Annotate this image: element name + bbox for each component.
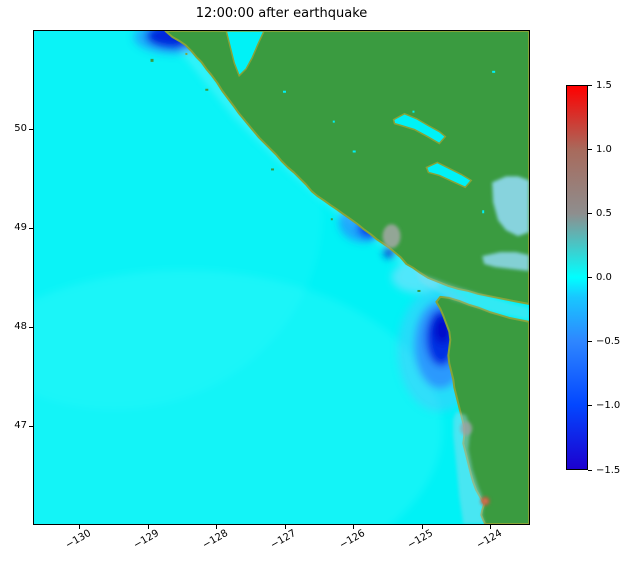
y-tick-label: 48	[14, 321, 27, 332]
colorbar-tick-mark	[588, 148, 592, 150]
y-tick-mark	[29, 425, 33, 427]
x-tick-label: −126	[337, 527, 367, 552]
right-edge-shallow	[492, 176, 529, 237]
x-tick-label: −130	[63, 527, 93, 552]
juan-de-fuca-tint	[414, 271, 529, 320]
colorbar-tick-label: 1.5	[596, 79, 612, 91]
colorbar-tick-mark	[588, 405, 592, 407]
map-canvas	[34, 31, 529, 524]
gray-spot-alberni	[382, 224, 401, 249]
x-tick-label: −124	[474, 527, 504, 552]
y-tick-label: 47	[14, 420, 27, 431]
x-tick-label: −128	[200, 527, 230, 552]
coast-speckles	[150, 52, 496, 292]
gray-spot-washington	[460, 421, 473, 436]
y-tick-mark	[29, 326, 33, 328]
plot-title: 12:00:00 after earthquake	[195, 6, 368, 21]
colorbar-tick-mark	[588, 212, 592, 214]
y-tick-label: 50	[14, 123, 27, 134]
y-tick-label: 49	[14, 222, 27, 233]
x-tick-mark	[490, 525, 492, 529]
shallow-waters	[414, 176, 529, 524]
top-coast-notch	[225, 31, 265, 78]
x-tick-mark	[216, 525, 218, 529]
y-tick-mark	[29, 227, 33, 229]
colorbar-tick-mark	[588, 341, 592, 343]
coastal-spots	[382, 224, 490, 506]
x-tick-mark	[284, 525, 286, 529]
colorbar-tick-label: −1.5	[596, 464, 621, 476]
x-tick-mark	[79, 525, 81, 529]
y-tick-mark	[29, 128, 33, 130]
colorbar-tick-label: 0.0	[596, 272, 612, 283]
colorbar-tick-mark	[588, 277, 592, 278]
x-tick-mark	[147, 525, 149, 529]
colorbar-tick-mark	[588, 469, 592, 471]
plot-area	[33, 30, 530, 525]
colorbar	[566, 85, 588, 470]
colorbar-tick-label: −1.0	[596, 400, 621, 412]
colorbar-tick-label: 1.0	[596, 143, 612, 155]
inland-waters	[225, 31, 473, 189]
island-lake-upper	[392, 112, 447, 145]
x-tick-mark	[421, 525, 423, 529]
x-tick-label: −125	[406, 527, 436, 552]
georgia-strait-band	[482, 252, 529, 272]
colorbar-tick-label: 0.5	[596, 207, 612, 219]
island-lake-lower	[425, 161, 473, 189]
x-tick-label: −127	[268, 527, 299, 552]
colorbar-tick-mark	[588, 84, 592, 86]
x-tick-mark	[353, 525, 355, 529]
x-tick-label: −129	[131, 527, 162, 552]
colorbar-tick-label: −0.5	[596, 336, 621, 348]
red-spot-core	[483, 499, 488, 504]
south-coast-shallow-band	[453, 411, 486, 524]
